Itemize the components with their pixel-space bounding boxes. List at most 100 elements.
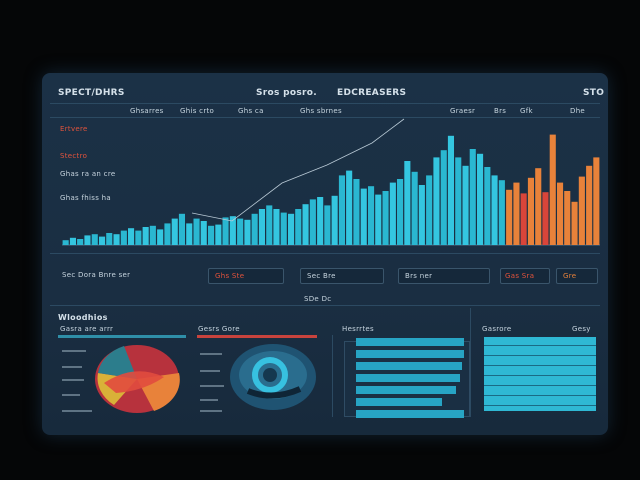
chart-bar xyxy=(382,191,389,245)
panel-4-title: Gasrore xyxy=(482,325,512,333)
chart-bar xyxy=(84,235,91,245)
controls-divider xyxy=(50,253,600,254)
chart-bar xyxy=(215,224,222,245)
chart-bar xyxy=(433,157,440,245)
chart-bar xyxy=(91,234,98,245)
panel-3-bar xyxy=(356,398,442,406)
panel-4-block xyxy=(484,337,596,411)
chart-bar xyxy=(295,209,302,245)
top-label-4: Ghs sbrnes xyxy=(300,107,342,115)
chart-bar xyxy=(549,134,556,245)
filter-pill-2[interactable]: Sec Bre xyxy=(300,268,384,284)
chart-bar xyxy=(542,192,549,245)
chart-bar xyxy=(418,185,425,245)
chart-bar xyxy=(317,197,324,245)
chart-bar xyxy=(440,150,447,245)
chart-bar xyxy=(411,171,418,245)
top-label-6: Brs xyxy=(494,107,507,115)
chart-bar xyxy=(506,189,513,245)
chart-bar xyxy=(222,217,229,245)
chart-bar xyxy=(491,175,498,245)
panel-1-legend-line xyxy=(62,379,84,381)
chart-bar xyxy=(426,175,433,245)
app-title: SPECT/DHRS xyxy=(58,88,125,98)
chart-bar xyxy=(251,213,258,245)
panel-2-legend-line xyxy=(200,399,218,401)
chart-bar xyxy=(578,176,585,245)
chart-bar xyxy=(346,170,353,245)
top-label-8: Dhe xyxy=(570,107,586,115)
left-label-1: Ertvere xyxy=(60,125,88,133)
chart-bar xyxy=(149,225,156,245)
panel-3-bar xyxy=(356,410,464,418)
filter-pill-1[interactable]: Ghs Ste xyxy=(208,268,284,284)
chart-bar xyxy=(586,165,593,245)
chart-bar xyxy=(455,157,462,245)
chart-bar xyxy=(389,182,396,245)
header-right-label[interactable]: STO xyxy=(583,88,605,98)
panel-1-legend-line xyxy=(62,394,80,396)
chart-bar xyxy=(62,240,69,245)
section-divider xyxy=(50,305,600,306)
chart-bar xyxy=(258,209,265,245)
panel-1-legend-line xyxy=(62,410,92,412)
chart-bar xyxy=(142,227,149,245)
panel-1-donut xyxy=(95,345,180,413)
panel-3-bar xyxy=(356,386,456,394)
chart-bar xyxy=(397,179,404,245)
chart-bar xyxy=(106,233,113,245)
top-label-1: Ghsarres xyxy=(130,107,164,115)
main-bar-chart xyxy=(62,118,600,246)
chart-bar xyxy=(288,213,295,245)
panel-1-legend-line xyxy=(62,366,82,368)
chart-bar xyxy=(266,205,273,245)
filter-pill-4-label: Gas Sra xyxy=(505,272,535,280)
section-title: Wloodhios xyxy=(58,313,108,322)
chart-bar xyxy=(527,177,534,245)
chart-bar xyxy=(237,218,244,245)
filter-pill-2-label: Sec Bre xyxy=(307,272,336,280)
filter-pill-4[interactable]: Gas Sra xyxy=(500,268,550,284)
filter-pill-1-label: Ghs Ste xyxy=(215,272,245,280)
panel-2-gauge xyxy=(230,344,316,410)
chart-bar xyxy=(69,237,76,245)
panel-2-legend-line xyxy=(200,353,222,355)
filter-pill-5[interactable]: Gre xyxy=(556,268,598,284)
chart-bar xyxy=(571,201,578,245)
top-label-7: Gfk xyxy=(520,107,533,115)
chart-bar xyxy=(309,199,316,245)
chart-bar xyxy=(557,182,564,245)
chart-bar xyxy=(498,180,505,245)
chart-bar xyxy=(171,218,178,245)
panel-1-title: Gasra are arrr xyxy=(60,325,114,333)
panel-4-right-label: Gesy xyxy=(572,325,591,333)
filter-pill-3[interactable]: Brs ner xyxy=(398,268,490,284)
panel-3-bar xyxy=(356,362,462,370)
panel-3-bar xyxy=(356,350,464,358)
panel-3-title: Hesrrtes xyxy=(342,325,374,333)
chart-bar xyxy=(208,225,215,245)
chart-bar xyxy=(229,216,236,245)
chart-bar xyxy=(273,209,280,245)
chart-bar xyxy=(375,194,382,245)
chart-bar xyxy=(368,186,375,245)
controls-row-label: Sec Dora Bnre ser xyxy=(62,271,131,279)
chart-bar xyxy=(193,218,200,245)
chart-bar xyxy=(513,182,520,245)
top-label-5: Graesr xyxy=(450,107,476,115)
header-divider-2 xyxy=(50,117,600,118)
chart-bar xyxy=(535,168,542,245)
left-label-3: Ghas ra an cre xyxy=(60,170,116,178)
panel-2-legend-line xyxy=(200,370,220,372)
filter-pill-5-label: Gre xyxy=(563,272,577,280)
chart-bar xyxy=(135,230,142,245)
chart-bar xyxy=(77,239,84,245)
chart-bar xyxy=(564,191,571,245)
left-label-2: Stectro xyxy=(60,152,88,160)
panel-2-legend-line xyxy=(200,410,222,412)
panel-2-legend-line xyxy=(200,385,224,387)
chart-bar xyxy=(324,205,331,245)
panel-2-bar xyxy=(197,335,317,338)
chart-bar xyxy=(113,234,120,245)
panel-2-title: Gesrs Gore xyxy=(198,325,240,333)
